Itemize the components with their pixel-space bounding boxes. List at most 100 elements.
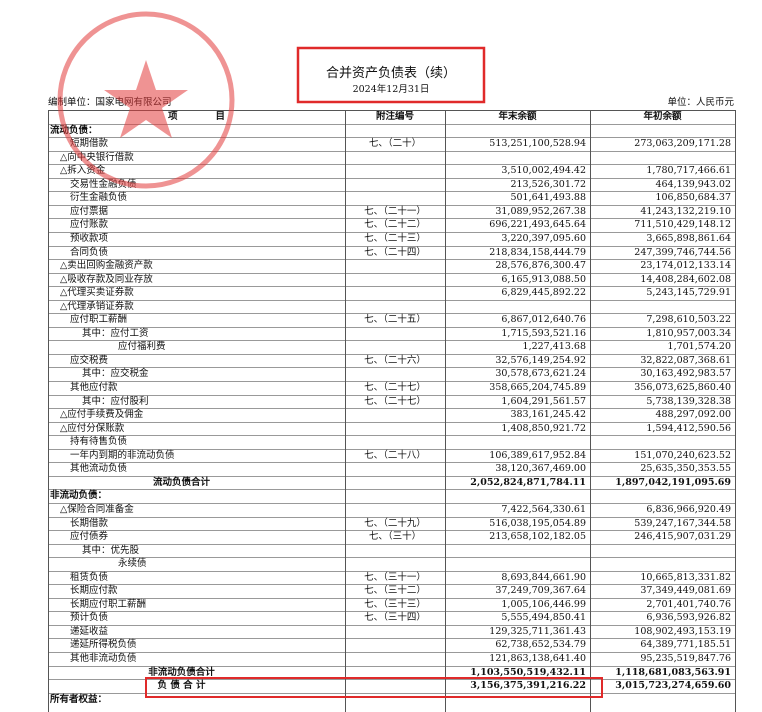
note-ref: 七、（二十九） [364,517,426,529]
rule [590,110,591,712]
date: 2024年12月31日 [352,84,430,95]
rule [48,313,735,315]
begin-balance: 10,665,813,331.82 [640,571,731,583]
rule [48,692,735,694]
rule [48,259,735,261]
row-label: 递延所得税负债 [70,639,137,651]
end-balance: 37,249,709,367.64 [495,585,586,597]
begin-balance: 539,247,167,344.58 [634,517,731,529]
row-label: 长期应付职工薪酬 [70,598,147,610]
total-label: 非流动负债合计 [148,666,215,678]
row-label: △应付分保账款 [60,422,125,434]
end-balance: 1,227,413.68 [522,341,586,353]
row-label: 合同负债 [70,246,109,258]
row-label: 其他流动负债 [70,463,128,475]
end-balance: 516,038,195,054.89 [489,517,586,529]
end-balance: 6,867,012,640.76 [501,314,586,326]
begin-balance: 41,243,132,219.10 [640,205,731,217]
begin-balance: 23,174,012,133.14 [640,260,731,272]
end-balance: 383,161,245.42 [510,409,586,421]
begin-balance: 14,408,284,602.08 [640,273,731,285]
rule [48,353,735,355]
begin-balance: 106,850,684.37 [655,192,731,204]
end-balance: 213,658,102,182.05 [489,531,586,543]
rule [48,597,735,599]
end-balance: 1,005,106,446.99 [501,598,586,610]
row-label: 一年内到期的非流动负债 [70,449,175,461]
total-label: 负 债 合 计 [157,680,206,692]
end-balance: 1,103,550,519,432.11 [470,666,586,678]
rule [48,231,735,233]
end-balance: 1,408,850,921.72 [501,422,586,434]
rule [48,462,735,464]
end-balance: 28,576,876,300.47 [495,260,586,272]
rule [48,543,735,545]
row-label: 其中：应付工资 [82,327,149,339]
begin-balance: 25,635,350,353.55 [640,463,731,475]
total-label: 流动负债合计 [152,476,210,488]
note-ref: 七、（二十三） [364,232,426,244]
begin-balance: 2,701,401,740.76 [646,598,731,610]
rule [735,110,736,712]
rule [48,191,735,193]
rule [48,435,735,437]
begin-balance: 95,235,519,847.76 [640,653,731,664]
row-label: △拆入资金 [60,165,106,177]
row-label: 应付职工薪酬 [70,314,128,326]
rule [48,502,735,504]
section-heading: 流动负债： [50,124,98,136]
end-balance: 3,510,002,494.42 [501,165,586,177]
end-balance: 1,604,291,561.57 [501,395,586,407]
begin-balance: 1,897,042,191,095.69 [615,476,731,488]
row-label: 租赁负债 [70,571,109,583]
note-ref: 七、（二十七） [364,382,426,393]
begin-balance: 1,810,957,003.34 [646,327,731,339]
begin-balance: 1,118,681,083,563.91 [615,666,731,678]
rule [48,245,735,247]
rule [48,137,735,139]
row-label: 其他应付款 [70,382,118,393]
end-balance: 8,693,844,661.90 [501,571,586,583]
end-balance: 62,738,652,534.79 [495,639,586,651]
begin-balance: 3,665,898,861.64 [646,232,731,244]
end-balance: 358,665,204,745.89 [489,382,586,393]
row-label: 交易性金融负债 [70,178,137,190]
rule [48,177,735,179]
row-label: △向中央银行借款 [60,151,134,163]
rule [48,150,735,152]
row-label: △保险合同准备金 [60,503,134,515]
rule [48,408,735,410]
end-balance: 129,325,711,361.43 [489,625,586,637]
row-label: 持有待售负债 [70,436,128,448]
begin-balance: 464,139,943.02 [655,178,731,190]
begin-balance: 273,063,209,171.28 [634,138,731,150]
rule [48,665,735,667]
row-label: 预计负债 [70,612,109,624]
end-balance: 696,221,493,645.64 [489,219,586,231]
row-label: 其中：应付股利 [82,395,149,407]
column-header: 项 目 [167,111,225,122]
rule [345,110,346,712]
note-ref: 七、（二十一） [364,205,426,217]
end-balance: 7,422,564,330.61 [501,503,586,515]
end-balance: 121,863,138,641.40 [489,653,586,664]
begin-balance: 151,070,240,623.52 [634,449,731,461]
rule [48,340,735,342]
row-label: △吸收存款及同业存放 [60,273,153,285]
end-balance: 6,829,445,892.22 [501,287,586,299]
begin-balance: 7,298,610,503.22 [646,314,731,326]
note-ref: 七、（二十六） [364,354,426,366]
begin-balance: 246,415,907,031.29 [634,531,731,543]
end-balance: 3,156,375,391,216.22 [470,680,586,692]
begin-balance: 30,163,492,983.57 [640,368,731,380]
row-label: 衍生金融负债 [70,192,128,204]
row-label: 其中：应交税金 [82,368,149,380]
note-ref: 七、（三十） [368,531,422,543]
rule [445,110,446,712]
begin-balance: 5,738,139,328.38 [646,395,731,407]
note-ref: 七、（三十四） [364,612,426,624]
note-ref: 七、（二十八） [364,449,426,461]
begin-balance: 64,389,771,185.51 [640,639,731,651]
row-label: 应付福利费 [118,341,166,353]
end-balance: 3,220,397,095.60 [501,232,586,244]
